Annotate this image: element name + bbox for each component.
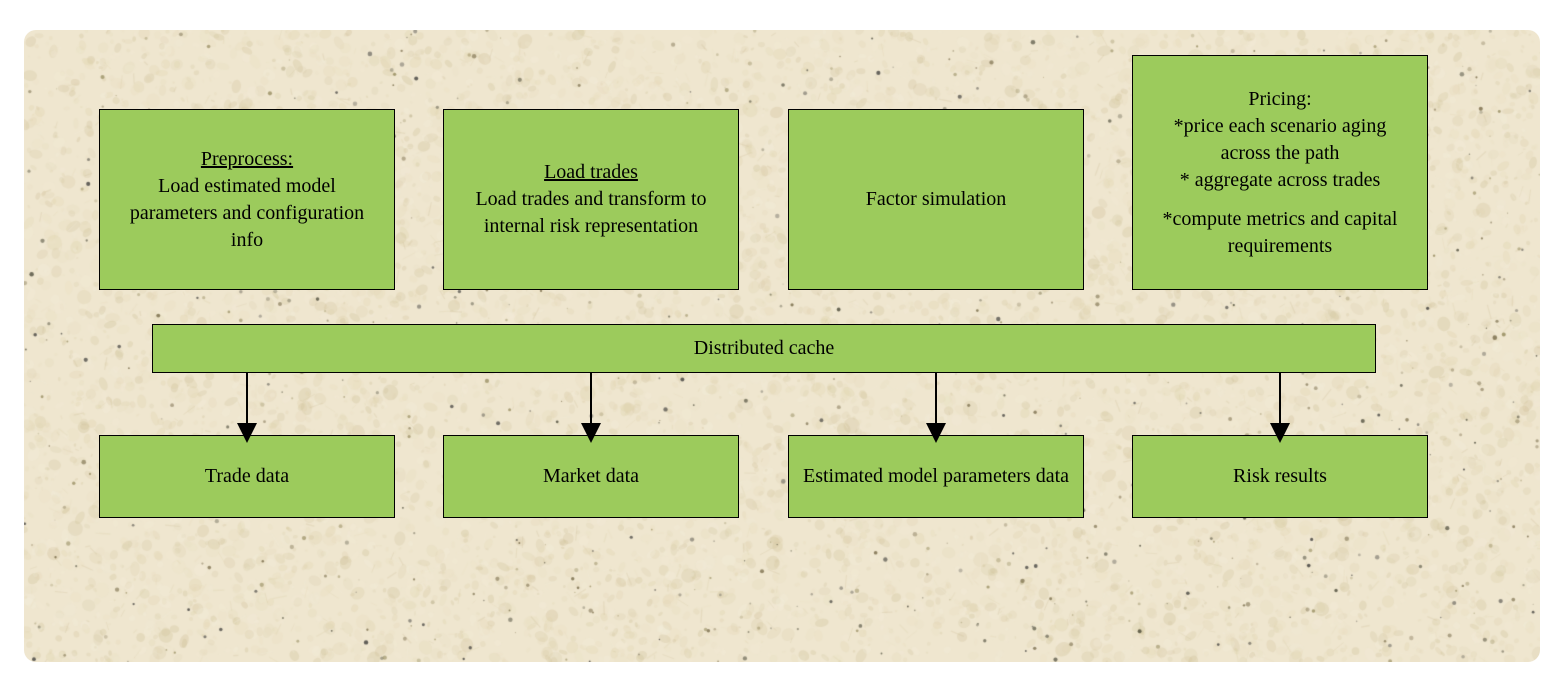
node-market-data: Market data — [443, 435, 739, 518]
node-pricing: Pricing: *price each scenario aging acro… — [1132, 55, 1428, 290]
node-load-trades: Load trades Load trades and transform to… — [443, 109, 739, 290]
diagram-canvas: Preprocess: Load estimated model paramet… — [0, 0, 1564, 686]
node-market-data-label: Market data — [543, 463, 639, 490]
node-pricing-title: Pricing: — [1248, 86, 1311, 113]
node-pricing-line-3: *compute metrics and capital requirement… — [1147, 206, 1413, 260]
node-estimated-model-parameters: Estimated model parameters data — [788, 435, 1084, 518]
node-risk-results-label: Risk results — [1233, 463, 1327, 490]
node-preprocess-body: Load estimated model parameters and conf… — [114, 173, 380, 254]
node-preprocess: Preprocess: Load estimated model paramet… — [99, 109, 395, 290]
node-emp-label: Estimated model parameters data — [803, 463, 1069, 490]
node-trade-data: Trade data — [99, 435, 395, 518]
node-factor-simulation-body: Factor simulation — [866, 186, 1007, 213]
node-preprocess-title: Preprocess: — [201, 146, 293, 173]
node-pricing-line-1: * aggregate across trades — [1180, 167, 1380, 194]
node-cache-label: Distributed cache — [694, 335, 835, 362]
node-trade-data-label: Trade data — [205, 463, 289, 490]
node-factor-simulation: Factor simulation — [788, 109, 1084, 290]
node-distributed-cache: Distributed cache — [152, 324, 1376, 373]
node-risk-results: Risk results — [1132, 435, 1428, 518]
node-pricing-line-0: *price each scenario aging across the pa… — [1147, 113, 1413, 167]
node-load-trades-title: Load trades — [544, 159, 638, 186]
node-load-trades-body: Load trades and transform to internal ri… — [458, 186, 724, 240]
